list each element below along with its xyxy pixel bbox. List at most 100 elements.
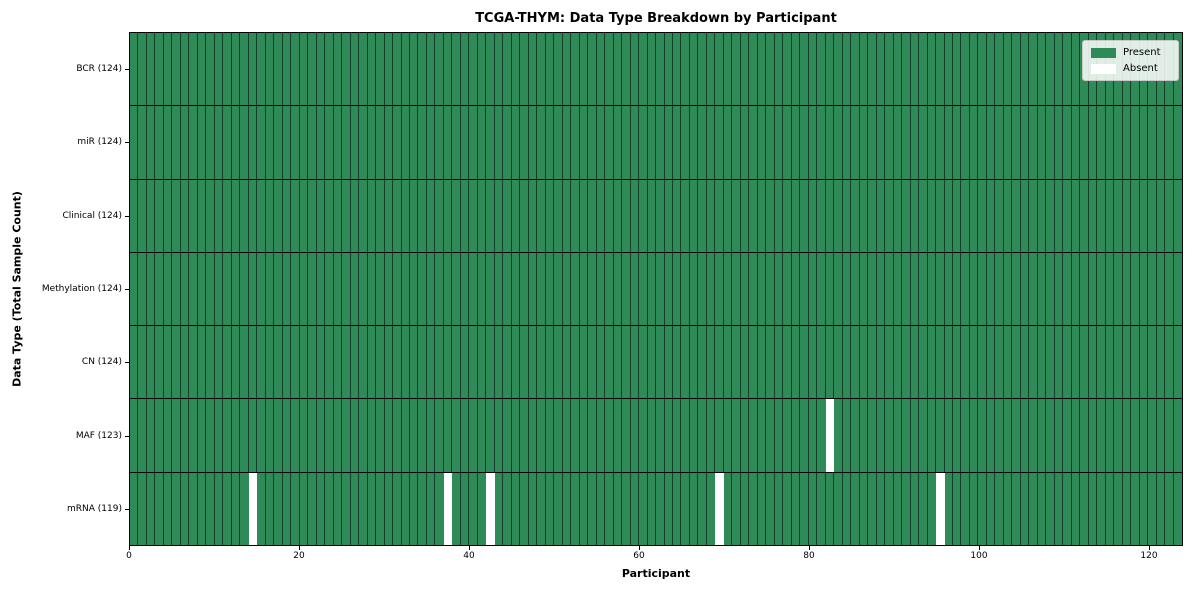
- heatmap-cell-present: [477, 179, 487, 252]
- heatmap-cell-present: [155, 472, 164, 545]
- heatmap-cell-present: [342, 399, 351, 472]
- heatmap-cell-present: [511, 472, 521, 545]
- heatmap-cell-present: [1139, 106, 1149, 179]
- heatmap-cell-present: [876, 326, 886, 399]
- heatmap-cell-present: [876, 179, 886, 252]
- heatmap-cell-present: [393, 326, 402, 399]
- heatmap-cell-present: [248, 399, 258, 472]
- heatmap-cell-present: [1122, 326, 1132, 399]
- heatmap-cell-present: [469, 252, 478, 326]
- heatmap-cell-present: [673, 399, 682, 472]
- heatmap-cell-present: [1173, 106, 1182, 179]
- heatmap-cell-absent: [715, 472, 724, 545]
- heatmap-cell-present: [715, 179, 724, 252]
- heatmap-cell-present: [919, 252, 928, 326]
- heatmap-cell-present: [630, 106, 640, 179]
- heatmap-cell-present: [333, 326, 343, 399]
- y-tick-mark: [125, 509, 129, 511]
- heatmap-cell-present: [299, 106, 309, 179]
- heatmap-cell-present: [1131, 326, 1140, 399]
- heatmap-cell-present: [613, 33, 623, 106]
- heatmap-cell-present: [1114, 179, 1123, 252]
- heatmap-cell-present: [588, 326, 597, 399]
- heatmap-cell-present: [1063, 179, 1072, 252]
- heatmap-cell-present: [367, 472, 377, 545]
- heatmap-cell-present: [1097, 252, 1106, 326]
- heatmap-cell-present: [325, 472, 334, 545]
- heatmap-cell-present: [308, 326, 317, 399]
- heatmap-cell-present: [757, 179, 767, 252]
- x-tick-mark: [1149, 546, 1150, 550]
- heatmap-cell-present: [1063, 472, 1072, 545]
- heatmap-cell-present: [418, 472, 427, 545]
- heatmap-cell-present: [265, 252, 275, 326]
- heatmap-cell-present: [791, 33, 801, 106]
- heatmap-cell-present: [774, 326, 784, 399]
- heatmap-cell-present: [919, 399, 928, 472]
- heatmap-cell-present: [486, 179, 495, 252]
- heatmap-cell-present: [511, 326, 521, 399]
- heatmap-cell-present: [689, 179, 699, 252]
- heatmap-cell-present: [503, 33, 512, 106]
- heatmap-cell-present: [825, 326, 835, 399]
- heatmap-cell-present: [537, 252, 546, 326]
- heatmap-cell-present: [528, 106, 538, 179]
- x-tick-label: 0: [126, 551, 132, 561]
- heatmap-cell-present: [342, 106, 351, 179]
- heatmap-cell-present: [961, 399, 970, 472]
- heatmap-cell-present: [1012, 106, 1021, 179]
- heatmap-cell-present: [936, 106, 945, 179]
- heatmap-cell-present: [359, 399, 368, 472]
- heatmap-cell-present: [1012, 179, 1021, 252]
- heatmap-cell-present: [902, 179, 911, 252]
- y-tick-label-miR: miR (124): [77, 137, 122, 148]
- heatmap-cell-present: [367, 252, 377, 326]
- heatmap-cell-present: [961, 179, 970, 252]
- heatmap-cell-present: [231, 106, 241, 179]
- heatmap-cell-present: [740, 179, 750, 252]
- heatmap-cell-present: [155, 252, 164, 326]
- heatmap-cell-present: [902, 399, 911, 472]
- heatmap-cell-present: [859, 399, 869, 472]
- heatmap-cell-present: [367, 179, 377, 252]
- heatmap-cell-present: [452, 33, 461, 106]
- y-tick-mark: [125, 215, 129, 217]
- heatmap-cell-present: [418, 326, 427, 399]
- heatmap-cell-present: [647, 33, 657, 106]
- heatmap-cell-present: [706, 252, 716, 326]
- heatmap-cell-present: [146, 33, 156, 106]
- heatmap-cell-present: [130, 179, 139, 252]
- heatmap-cell-present: [1012, 326, 1021, 399]
- heatmap-cell-present: [189, 179, 198, 252]
- heatmap-cell-present: [919, 106, 928, 179]
- heatmap-cell-present: [851, 399, 860, 472]
- heatmap-cell-present: [545, 252, 555, 326]
- heatmap-cell-present: [274, 179, 283, 252]
- heatmap-cell-present: [231, 33, 241, 106]
- heatmap-cell-present: [579, 33, 589, 106]
- heatmap-cell-present: [613, 399, 623, 472]
- heatmap-cell-present: [231, 472, 241, 545]
- heatmap-cell-present: [817, 326, 826, 399]
- legend-item-absent: Absent: [1091, 63, 1170, 74]
- heatmap-cell-present: [817, 106, 826, 179]
- heatmap-cell-present: [834, 33, 843, 106]
- heatmap-cell-present: [1165, 399, 1174, 472]
- heatmap-cell-present: [808, 252, 818, 326]
- heatmap-cell-present: [1029, 179, 1038, 252]
- heatmap-cell-present: [299, 252, 309, 326]
- heatmap-cell-present: [1046, 106, 1055, 179]
- heatmap-cell-present: [639, 252, 648, 326]
- heatmap-cell-present: [800, 252, 809, 326]
- heatmap-cell-present: [520, 399, 529, 472]
- heatmap-cell-present: [859, 33, 869, 106]
- heatmap-row-BCR: [130, 33, 1182, 107]
- heatmap-cell-present: [316, 33, 326, 106]
- heatmap-cell-present: [562, 106, 572, 179]
- heatmap-cell-present: [1139, 179, 1149, 252]
- heatmap-cell-present: [1020, 106, 1030, 179]
- heatmap-cell-present: [969, 252, 979, 326]
- heatmap-cell-present: [1037, 106, 1047, 179]
- heatmap-cell-present: [197, 326, 207, 399]
- heatmap-cell-present: [808, 399, 818, 472]
